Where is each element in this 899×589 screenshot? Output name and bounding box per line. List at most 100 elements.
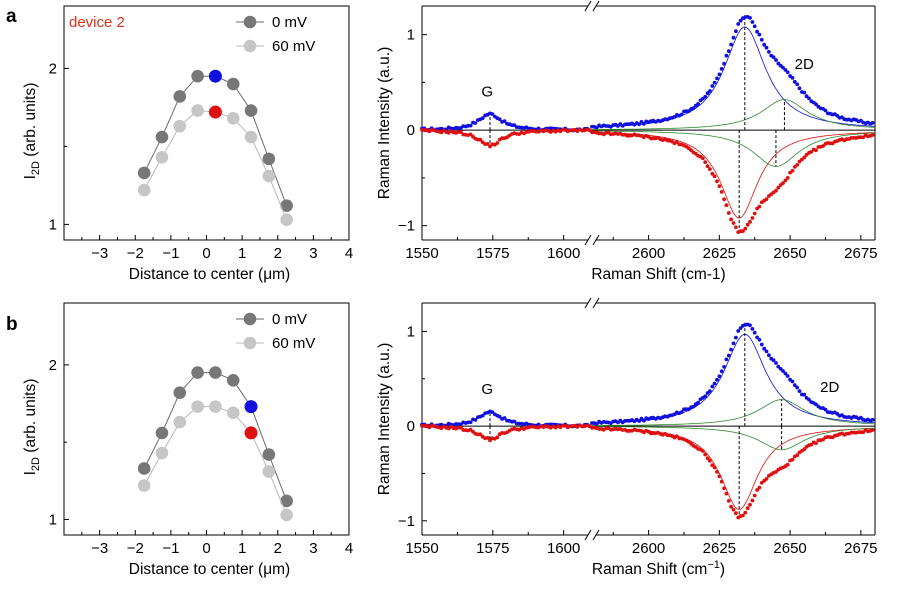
- spectrum-point-blue: [637, 419, 642, 423]
- spectrum-point-blue: [757, 337, 762, 342]
- data-point-60mv: [191, 400, 204, 413]
- spectrum-point-red: [712, 174, 717, 179]
- highlight-point-blue: [244, 400, 258, 414]
- spectrum-point-blue: [785, 374, 790, 378]
- x-tick-label: 1600: [547, 245, 580, 262]
- highlight-point-red: [208, 105, 222, 119]
- fit-blue-shoulder-peak: [592, 99, 875, 130]
- axis-break-mark: [592, 234, 600, 246]
- spectrum-point-blue: [642, 122, 646, 126]
- data-point-0mv: [280, 494, 293, 508]
- x-tick-label: 2650: [773, 245, 806, 262]
- x-tick-label: 3: [309, 245, 317, 262]
- spectrum-point-blue: [468, 420, 473, 425]
- x-tick-label: 3: [309, 540, 317, 557]
- panel-letter-b: b: [6, 314, 18, 335]
- spectrum-point-red: [757, 204, 762, 209]
- chart-b-right-raman-spectrum: 1550 1575 1600 2600 2625 2650 2675 −1 0 1 Raman Sh…: [376, 297, 878, 578]
- spectrum-point-red: [755, 488, 759, 492]
- x-tick-label: 2675: [844, 245, 877, 262]
- spectrum-point-red: [795, 163, 800, 167]
- data-point-0mv: [191, 69, 204, 83]
- data-point-60mv: [244, 130, 258, 144]
- device-annotation: device 2: [69, 14, 125, 31]
- spectrum-point-blue: [774, 58, 778, 62]
- spectrum-point-blue: [490, 410, 495, 414]
- spectrum-point-blue: [762, 42, 767, 47]
- x-tick-label: −3: [91, 540, 108, 557]
- spectrum-point-red: [743, 510, 748, 515]
- chart-a-left-distance-profile: −3 −2 −1 0 1 2 3 4 1 2 Distance to center (μm) I2D …: [22, 5, 353, 283]
- spectrum-point-blue: [767, 50, 771, 54]
- spectrum-point-blue: [764, 349, 769, 354]
- spectrum-point-blue: [724, 53, 729, 58]
- spectrum-point-blue: [870, 417, 875, 422]
- spectrum-point-red: [748, 502, 752, 507]
- spectrum-point-blue: [752, 330, 757, 335]
- y-axis-title: I2D (arb. units): [22, 379, 42, 476]
- y-tick-label: 2: [49, 60, 57, 77]
- spectrum-point-blue: [708, 89, 712, 93]
- spectrum-point-blue: [497, 414, 502, 419]
- spectrum-point-red: [724, 491, 729, 496]
- spectrum-point-blue: [715, 377, 719, 382]
- spectrum-point-red: [802, 447, 807, 452]
- spectrum-point-blue: [712, 80, 717, 85]
- data-point-0mv: [173, 90, 187, 103]
- spectrum-point-blue: [792, 79, 797, 84]
- spectrum-point-red: [821, 144, 825, 148]
- spectrum-point-blue: [764, 45, 769, 50]
- data-point-60mv: [280, 508, 293, 522]
- spectrum-point-blue: [710, 384, 715, 389]
- axis-break-mark: [584, 0, 592, 12]
- highlight-point-red: [244, 426, 258, 440]
- spectrum-point-red: [488, 144, 492, 149]
- spectrum-point-blue: [823, 407, 828, 412]
- spectrum-point-blue: [703, 94, 708, 99]
- y-tick-label: 0: [407, 122, 415, 139]
- spectrum-point-blue: [797, 86, 802, 91]
- spectrum-point-red: [731, 507, 736, 512]
- x-tick-label: 2625: [703, 540, 736, 557]
- spectrum-point-red: [741, 229, 745, 234]
- spectrum-point-blue: [719, 67, 724, 71]
- data-point-60mv: [137, 183, 151, 197]
- spectrum-point-red: [790, 168, 795, 173]
- spectrum-point-red: [712, 465, 717, 470]
- spectrum-point-red: [468, 132, 473, 137]
- axis-break-mark: [584, 297, 592, 309]
- spectrum-point-blue: [715, 76, 719, 81]
- spectrum-point-blue: [717, 72, 722, 77]
- spectrum-point-red: [785, 462, 790, 467]
- axis-break-mark: [592, 529, 600, 541]
- spectrum-point-blue: [755, 29, 759, 34]
- spectrum-point-red: [710, 171, 715, 176]
- x-tick-label: 2625: [703, 245, 736, 262]
- highlight-point-blue: [208, 69, 222, 83]
- spectrum-point-blue: [802, 90, 807, 95]
- x-axis-title-end: ): [720, 561, 725, 578]
- series-line-60mv: [143, 110, 288, 220]
- axis-break-mark: [592, 297, 600, 309]
- spectrum-point-red: [802, 155, 807, 160]
- axis-break-mark: [584, 529, 592, 541]
- data-point-60mv: [173, 119, 187, 133]
- spectrum-point-red: [459, 425, 463, 430]
- spectrum-point-blue: [686, 109, 691, 114]
- spectrum-point-blue: [497, 117, 502, 122]
- spectrum-point-blue: [637, 122, 642, 127]
- spectrum-point-blue: [708, 389, 712, 393]
- data-point-60mv: [262, 465, 276, 478]
- spectrum-point-blue: [781, 65, 785, 70]
- spectrum-point-blue: [736, 329, 741, 333]
- spectrum-point-red: [764, 477, 769, 481]
- spectrum-point-blue: [748, 16, 752, 20]
- spectrum-point-blue: [726, 49, 731, 53]
- spectrum-point-red: [722, 486, 726, 491]
- spectrum-point-blue: [736, 22, 741, 26]
- spectrum-point-red: [752, 211, 757, 216]
- spectrum-point-blue: [762, 346, 767, 351]
- y-axis-title-main: I: [22, 175, 39, 179]
- y-axis-title-rest: (arb. units): [22, 379, 39, 457]
- spectrum-point-red: [703, 160, 708, 165]
